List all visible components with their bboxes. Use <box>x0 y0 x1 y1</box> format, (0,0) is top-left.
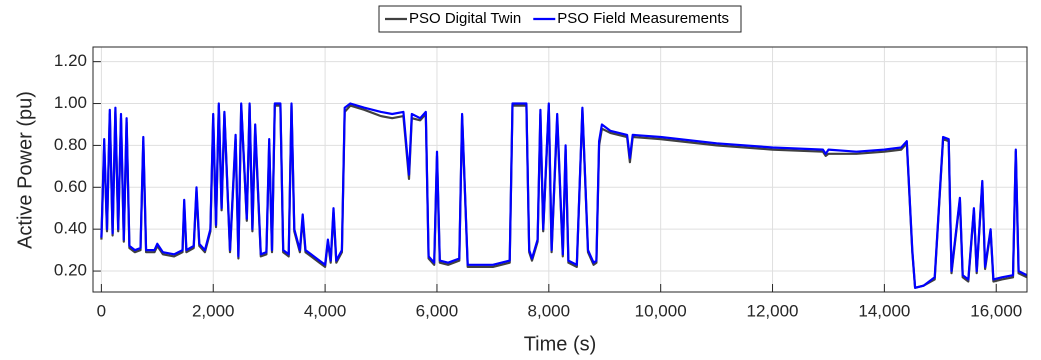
y-axis-label: Active Power (pu) <box>14 91 36 249</box>
series-line <box>100 102 1028 289</box>
x-tick-label: 0 <box>97 301 106 320</box>
x-tick-label: 10,000 <box>635 301 687 320</box>
y-tick-label: 0.20 <box>54 261 87 280</box>
plot-frame <box>92 46 1028 293</box>
legend-box <box>378 5 742 33</box>
x-axis-label: Time (s) <box>524 333 597 355</box>
x-tick-label: 6,000 <box>416 301 459 320</box>
y-tick-label: 0.40 <box>54 219 87 238</box>
x-tick-label: 2,000 <box>192 301 235 320</box>
legend-label: PSO Field Measurements <box>557 10 729 27</box>
y-tick-label: 0.60 <box>54 177 87 196</box>
y-tick-label: 0.80 <box>54 135 87 154</box>
x-tick-label: 12,000 <box>747 301 799 320</box>
x-tick-label: 8,000 <box>528 301 571 320</box>
y-tick-label: 1.00 <box>54 93 87 112</box>
legend-label: PSO Digital Twin <box>409 10 521 27</box>
y-tick-label: 1.20 <box>54 51 87 70</box>
x-tick-label: 16,000 <box>970 301 1022 320</box>
x-tick-label: 4,000 <box>304 301 347 320</box>
x-tick-label: 14,000 <box>858 301 910 320</box>
